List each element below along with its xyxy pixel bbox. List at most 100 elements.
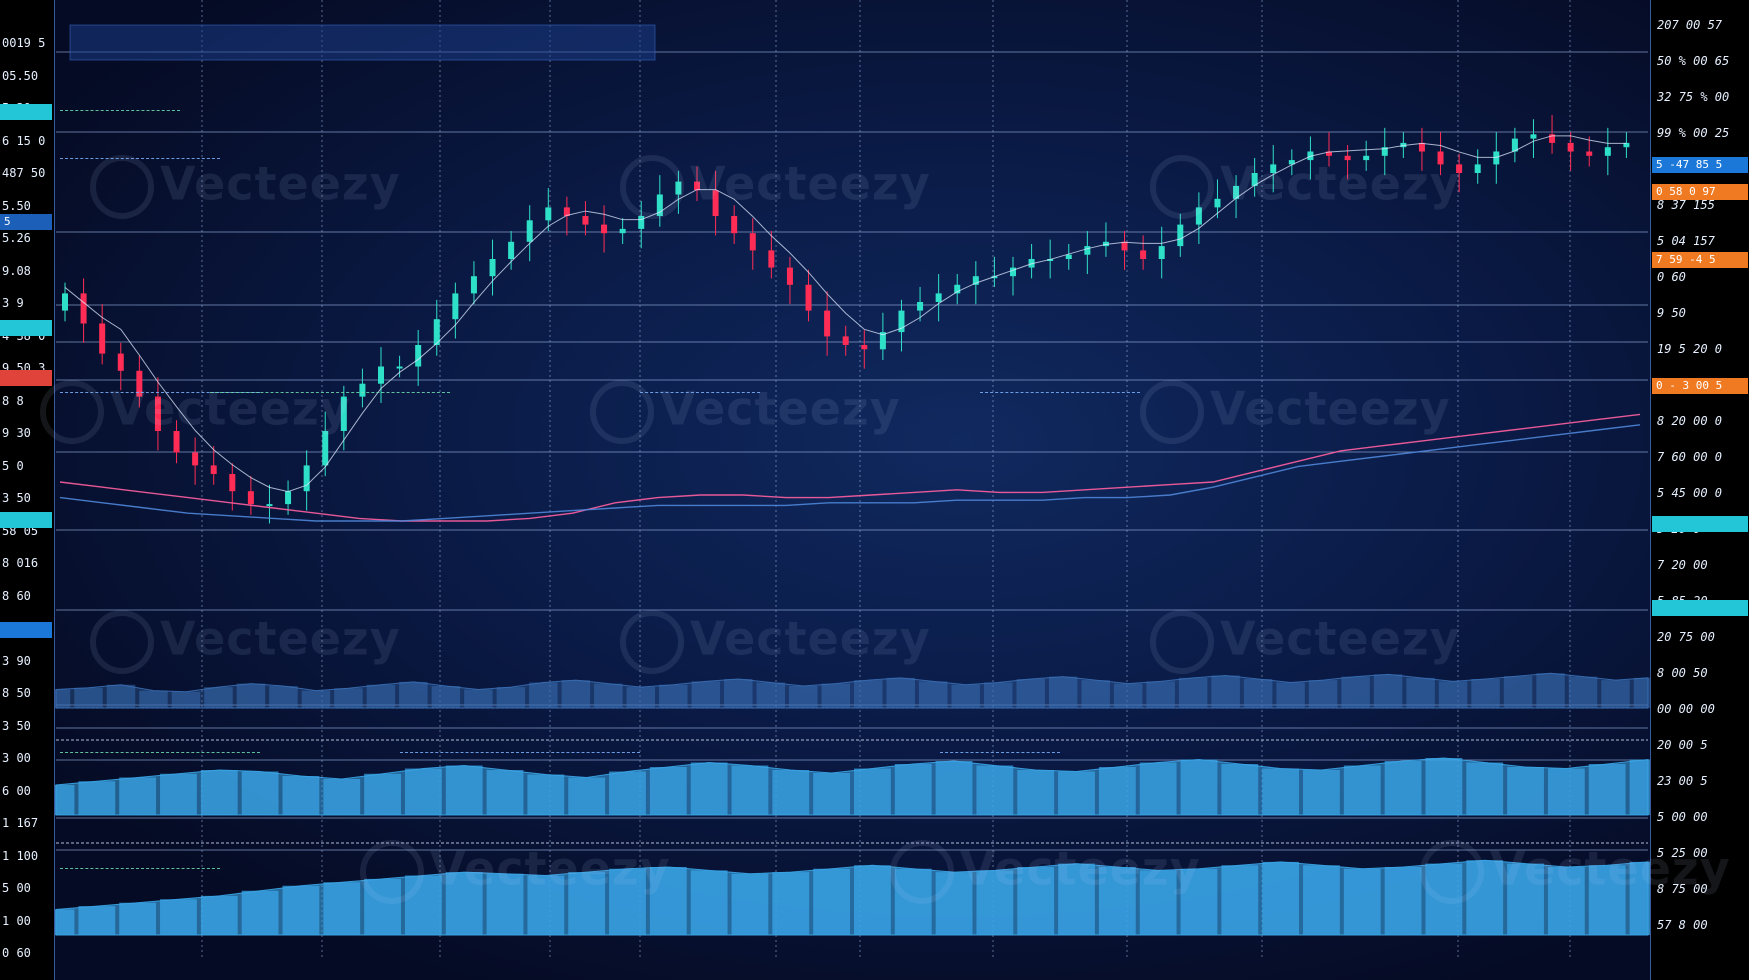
candle	[1270, 164, 1277, 173]
candle	[229, 474, 236, 492]
candle	[1140, 250, 1147, 259]
left-axis-tick: 5 00	[2, 881, 31, 895]
left-price-tag	[0, 370, 52, 386]
candle	[173, 431, 180, 453]
candle	[638, 216, 645, 229]
annotation-dash	[60, 110, 180, 114]
right-axis-tick: 50 % 00 65	[1657, 54, 1730, 68]
watermark-logo-icon	[40, 380, 104, 444]
left-price-tag	[0, 622, 52, 638]
watermark: Vecteezy	[1150, 155, 1461, 219]
candle	[526, 220, 533, 242]
right-axis-tick: 19 5 20 0	[1657, 342, 1723, 356]
candle	[80, 293, 87, 324]
candle	[954, 284, 961, 294]
left-axis-tick: 487 50	[2, 166, 46, 180]
left-axis-tick: 8 50	[2, 686, 31, 700]
right-price-tag	[1652, 516, 1748, 532]
overlay-line-2	[59, 424, 1641, 522]
watermark-text: Vecteezy	[690, 611, 931, 666]
candle	[1288, 160, 1295, 165]
candle	[470, 276, 477, 294]
right-axis-tick: 8 75 00	[1657, 882, 1708, 896]
candle	[1418, 142, 1425, 152]
right-axis-tick: 57 8 00	[1657, 918, 1708, 932]
candle	[359, 383, 366, 397]
right-axis-tick: 5 04 157	[1657, 234, 1715, 248]
left-axis-tick: 8 60	[2, 588, 31, 603]
watermark-text: Vecteezy	[1220, 156, 1461, 211]
candle	[619, 228, 626, 234]
right-price-tag: 0 58 0 97	[1652, 184, 1748, 200]
left-axis-tick: 5 0	[2, 458, 24, 473]
left-price-tag: 5	[0, 214, 52, 230]
candle	[786, 267, 793, 285]
watermark: Vecteezy	[1140, 380, 1451, 444]
candle	[824, 310, 831, 337]
candle	[694, 181, 700, 191]
right-price-tag	[1652, 600, 1748, 616]
left-axis-tick: 1 167	[2, 816, 39, 830]
right-axis-tick: 23 00 5	[1657, 774, 1708, 788]
right-axis-tick: 8 00 50	[1657, 666, 1708, 680]
watermark-logo-icon	[90, 610, 154, 674]
right-axis-tick: 7 60 00 0	[1657, 450, 1723, 464]
watermark-logo-icon	[1140, 380, 1204, 444]
watermark: Vecteezy	[590, 380, 901, 444]
watermark: Vecteezy	[1420, 840, 1731, 904]
candle	[582, 216, 589, 225]
left-axis-tick: 3 9	[2, 296, 24, 310]
left-axis-tick: 9.08	[2, 263, 31, 278]
candle	[303, 465, 310, 492]
candle	[62, 293, 68, 311]
candle	[1549, 134, 1556, 143]
left-axis-tick: 8 8	[2, 393, 24, 408]
watermark: Vecteezy	[890, 840, 1201, 904]
candle	[991, 276, 998, 279]
right-price-tag: 5 -47 85 5	[1652, 157, 1748, 173]
candle	[712, 190, 719, 216]
candle	[1511, 138, 1518, 152]
candle	[378, 366, 384, 384]
annotation-dash	[640, 392, 760, 396]
right-price-axis: 207 00 57 50 % 00 65 32 75 % 00 99 % 00 25 5…	[1650, 0, 1749, 980]
watermark: Vecteezy	[40, 380, 351, 444]
left-axis-tick: 6 00	[2, 783, 31, 798]
candle	[396, 366, 403, 369]
left-axis-tick: 3 90	[2, 653, 31, 668]
candle	[117, 353, 124, 371]
watermark-text: Vecteezy	[1220, 611, 1461, 666]
candle	[1363, 155, 1370, 161]
watermark: Vecteezy	[360, 840, 671, 904]
candle	[1177, 224, 1184, 247]
candle	[917, 302, 924, 311]
watermark-text: Vecteezy	[690, 156, 931, 211]
right-axis-tick: 5 25 00	[1657, 846, 1708, 860]
right-axis-tick: 32 75 % 00	[1657, 90, 1730, 104]
candle	[1623, 142, 1630, 148]
candle	[452, 293, 459, 320]
left-price-tag	[0, 320, 52, 336]
left-axis-tick: 0 60	[2, 946, 31, 960]
annotation-dash	[60, 752, 260, 756]
candle	[1567, 142, 1574, 152]
watermark-logo-icon	[1150, 610, 1214, 674]
candle	[508, 241, 515, 259]
candle	[322, 431, 329, 466]
candle	[1084, 246, 1091, 255]
watermark-text: Vecteezy	[160, 156, 401, 211]
candle	[1065, 254, 1072, 259]
candle	[340, 396, 347, 431]
candle	[266, 504, 273, 507]
candle	[842, 336, 849, 345]
candle	[99, 323, 106, 354]
info-panel	[69, 24, 656, 61]
right-axis-tick: 9 50	[1657, 306, 1686, 320]
left-axis-tick: 3 50	[2, 718, 31, 733]
left-axis-tick: 5.50	[2, 198, 31, 213]
watermark: Vecteezy	[90, 155, 401, 219]
left-axis-tick: 3 00	[2, 751, 31, 765]
candle	[879, 332, 886, 350]
candle	[1381, 147, 1388, 156]
